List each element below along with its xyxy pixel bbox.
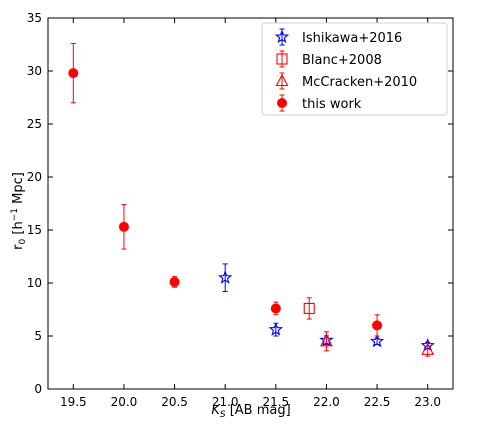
legend-label: McCracken+2010 bbox=[302, 75, 417, 90]
axes: 19.5 20.0 20.5 21.0 21.5 22.0 22.5 23.0 0 5 10 15 20… bbox=[27, 11, 454, 409]
y-tick-label: 20 bbox=[27, 170, 42, 184]
data-point bbox=[320, 334, 333, 347]
x-tick-label: 22.0 bbox=[313, 395, 340, 409]
legend-marker bbox=[275, 73, 289, 87]
data-point bbox=[421, 342, 435, 355]
x-tick-label: 19.5 bbox=[60, 395, 87, 409]
y-tick-label: 0 bbox=[34, 382, 42, 396]
data-point bbox=[217, 270, 233, 284]
series-blanc-2008 bbox=[303, 297, 315, 320]
x-tick-label: 21.0 bbox=[212, 395, 239, 409]
legend: Ishikawa+2016 Blanc+2008 McCracken+2010 thi… bbox=[261, 22, 448, 116]
legend-label: this work bbox=[302, 97, 362, 112]
y-tick-label: 35 bbox=[27, 11, 42, 25]
plot-frame bbox=[47, 17, 454, 390]
data-point bbox=[372, 320, 383, 331]
y-tick-label: 5 bbox=[34, 329, 42, 343]
series-ishikawa-2016 bbox=[217, 263, 435, 352]
plot-area bbox=[68, 42, 435, 357]
data-point bbox=[268, 322, 284, 336]
data-point bbox=[369, 333, 385, 348]
y-tick-label: 10 bbox=[27, 276, 42, 290]
x-tick-label: 23.0 bbox=[414, 395, 441, 409]
y-tick-label: 30 bbox=[27, 64, 42, 78]
data-point bbox=[118, 221, 129, 232]
legend-marker bbox=[274, 29, 290, 44]
series-mccracken-2010 bbox=[320, 331, 435, 357]
y-tick-label: 25 bbox=[27, 117, 42, 131]
legend-marker bbox=[276, 53, 288, 65]
x-tick-label: 21.5 bbox=[262, 395, 289, 409]
legend-label: Blanc+2008 bbox=[302, 53, 382, 68]
data-point bbox=[68, 68, 79, 79]
legend-label: Ishikawa+2016 bbox=[302, 31, 402, 46]
series-this-work bbox=[68, 42, 383, 337]
legend-box bbox=[261, 22, 448, 116]
x-axis-label: KS [AB mag] bbox=[211, 403, 290, 420]
data-point bbox=[169, 276, 180, 287]
data-point bbox=[270, 303, 281, 314]
legend-marker bbox=[277, 98, 287, 108]
data-point bbox=[303, 302, 315, 314]
x-tick-label: 20.0 bbox=[111, 395, 138, 409]
x-tick-label: 20.5 bbox=[161, 395, 188, 409]
y-axis-label: r0 [h−1 Mpc] bbox=[10, 172, 28, 250]
x-tick-label: 22.5 bbox=[364, 395, 391, 409]
y-tick-label: 15 bbox=[27, 223, 42, 237]
